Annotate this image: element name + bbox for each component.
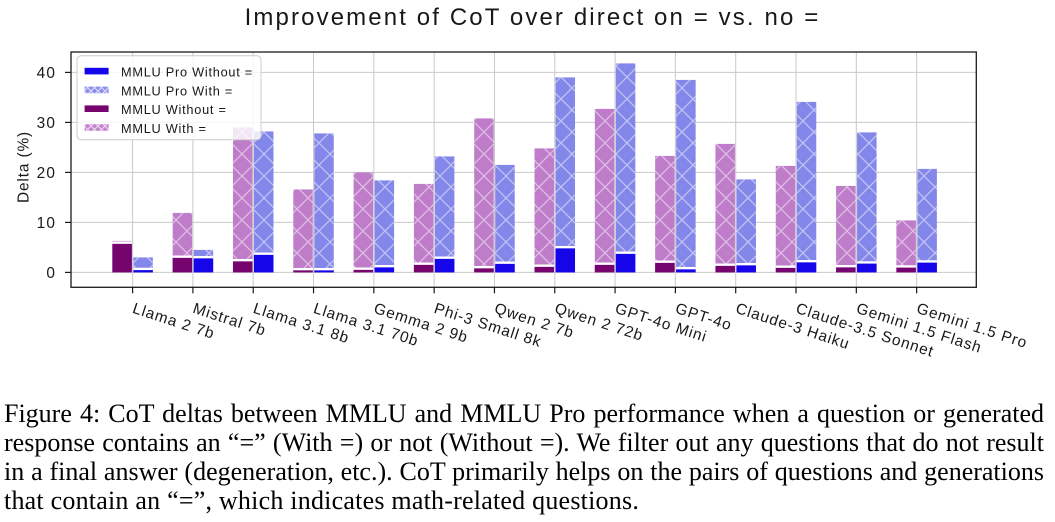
svg-text:10: 10	[37, 215, 57, 232]
svg-text:30: 30	[37, 115, 57, 132]
svg-text:MMLU Pro Without =: MMLU Pro Without =	[121, 65, 253, 80]
svg-text:MMLU Without =: MMLU Without =	[121, 102, 227, 117]
svg-text:0: 0	[46, 265, 56, 282]
svg-text:Improvement of CoT over direct: Improvement of CoT over direct on = vs. …	[245, 4, 821, 31]
svg-text:MMLU With =: MMLU With =	[121, 121, 207, 136]
svg-text:20: 20	[37, 165, 57, 182]
svg-text:40: 40	[37, 65, 57, 82]
svg-text:Delta (%): Delta (%)	[16, 131, 33, 203]
svg-text:MMLU Pro With =: MMLU Pro With =	[121, 83, 233, 98]
